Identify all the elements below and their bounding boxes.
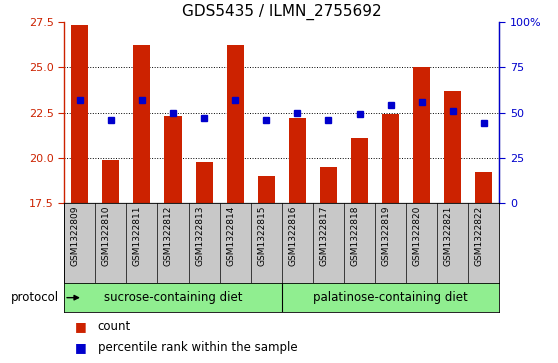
Bar [165, 116, 181, 203]
Bar [133, 45, 151, 203]
Text: ■: ■ [75, 320, 87, 333]
Bar [195, 162, 213, 203]
Text: GSM1322815: GSM1322815 [257, 206, 266, 266]
Bar [444, 91, 461, 203]
Bar [382, 114, 399, 203]
Bar [475, 172, 492, 203]
Text: GSM1322813: GSM1322813 [195, 206, 204, 266]
Text: GSM1322816: GSM1322816 [288, 206, 297, 266]
Text: GSM1322821: GSM1322821 [444, 206, 453, 266]
Text: GSM1322819: GSM1322819 [382, 206, 391, 266]
Bar [320, 167, 337, 203]
Bar [289, 118, 306, 203]
Text: percentile rank within the sample: percentile rank within the sample [98, 341, 297, 354]
Text: GSM1322817: GSM1322817 [319, 206, 329, 266]
Text: GSM1322810: GSM1322810 [102, 206, 111, 266]
Text: GSM1322809: GSM1322809 [71, 206, 80, 266]
Bar [258, 176, 275, 203]
Text: GSM1322822: GSM1322822 [475, 206, 484, 266]
Text: GSM1322812: GSM1322812 [164, 206, 173, 266]
Text: GSM1322814: GSM1322814 [226, 206, 235, 266]
Bar [351, 138, 368, 203]
Title: GDS5435 / ILMN_2755692: GDS5435 / ILMN_2755692 [182, 4, 382, 20]
Text: GSM1322818: GSM1322818 [350, 206, 359, 266]
Text: ■: ■ [75, 341, 87, 354]
Text: count: count [98, 320, 131, 333]
Bar [71, 25, 88, 203]
Text: sucrose-containing diet: sucrose-containing diet [104, 291, 242, 304]
Bar [413, 67, 430, 203]
Bar [102, 160, 119, 203]
Text: GSM1322811: GSM1322811 [133, 206, 142, 266]
Bar [227, 45, 244, 203]
Text: GSM1322820: GSM1322820 [413, 206, 422, 266]
Text: protocol: protocol [11, 291, 59, 304]
Text: palatinose-containing diet: palatinose-containing diet [313, 291, 468, 304]
